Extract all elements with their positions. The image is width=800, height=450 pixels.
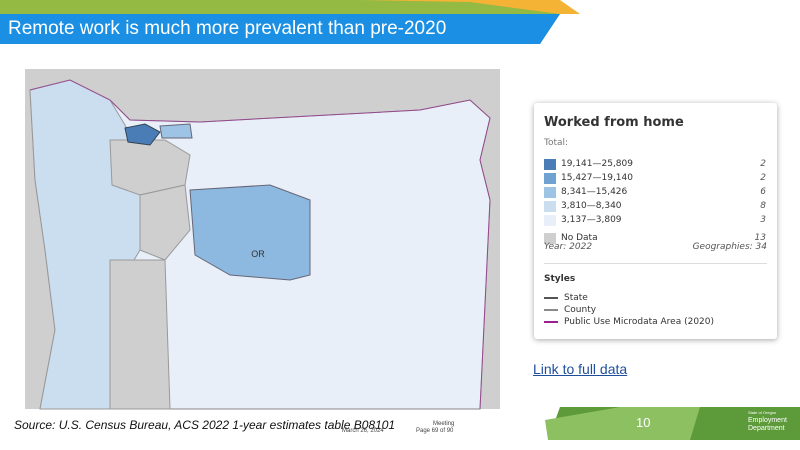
footer-meeting: Meeting bbox=[433, 421, 455, 427]
slide-title: Remote work is much more prevalent than … bbox=[8, 18, 447, 39]
style-label: County bbox=[564, 305, 597, 315]
style-line bbox=[544, 308, 558, 311]
legend-year: Year: 2022 bbox=[544, 242, 593, 252]
metro-east bbox=[159, 123, 193, 139]
legend-label: 8,341—15,426 bbox=[561, 187, 628, 197]
style-row: Public Use Microdata Area (2020) bbox=[544, 317, 714, 327]
legend-label: 15,427—19,140 bbox=[561, 173, 633, 183]
banner bbox=[0, 14, 560, 44]
legend-swatch bbox=[544, 201, 556, 212]
logo: State of Oregon Employment Department bbox=[748, 409, 787, 433]
logo-line: Department bbox=[748, 425, 785, 432]
legend-label: No Data bbox=[561, 233, 598, 243]
source-note: Source: U.S. Census Bureau, ACS 2022 1-y… bbox=[14, 418, 396, 432]
central-region bbox=[189, 184, 311, 281]
legend-total: Total: bbox=[544, 138, 569, 148]
legend-card: Worked from home Total: 19,141—25,809 2 15… bbox=[534, 103, 777, 339]
legend-count: 8 bbox=[760, 201, 766, 211]
styles-title: Styles bbox=[544, 274, 576, 284]
style-row: County bbox=[544, 305, 596, 315]
legend-swatch bbox=[544, 187, 556, 198]
legend-swatch bbox=[544, 159, 556, 170]
style-line bbox=[544, 320, 558, 323]
legend-title: Worked from home bbox=[544, 115, 684, 130]
legend-swatch bbox=[544, 173, 556, 184]
style-row: State bbox=[544, 293, 588, 303]
legend-row: 3,810—8,340 8 bbox=[544, 201, 766, 213]
legend-label: 3,137—3,809 bbox=[561, 215, 622, 225]
legend-count: 2 bbox=[760, 159, 766, 169]
data-link[interactable]: Link to full data bbox=[533, 361, 628, 377]
south-nodata bbox=[109, 259, 171, 410]
legend-count: 13 bbox=[754, 233, 766, 243]
legend-label: 3,810—8,340 bbox=[561, 201, 622, 211]
legend-count: 3 bbox=[760, 215, 766, 225]
style-label: State bbox=[564, 293, 588, 303]
footer-date: March 26, 2024 bbox=[342, 428, 384, 434]
legend-row: No Data 13 bbox=[544, 233, 766, 245]
legend-swatch bbox=[544, 215, 556, 226]
style-line bbox=[544, 296, 558, 299]
legend-label: 19,141—25,809 bbox=[561, 159, 633, 169]
valley-nodata bbox=[139, 184, 191, 261]
map: OR bbox=[25, 69, 500, 410]
style-label: Public Use Microdata Area (2020) bbox=[564, 317, 715, 327]
state-label: OR bbox=[251, 249, 265, 259]
legend-row: 8,341—15,426 6 bbox=[544, 187, 766, 199]
legend-row: 19,141—25,809 2 bbox=[544, 159, 766, 171]
logo-line: Employment bbox=[748, 417, 787, 424]
legend-count: 2 bbox=[760, 173, 766, 183]
legend-row: 15,427—19,140 2 bbox=[544, 173, 766, 185]
legend-swatch bbox=[544, 233, 556, 244]
page-number: 10 bbox=[636, 415, 651, 430]
footer-band-light bbox=[545, 407, 700, 440]
legend-geographies: Geographies: 34 bbox=[692, 242, 767, 252]
legend-row: 3,137—3,809 3 bbox=[544, 215, 766, 227]
metro-region bbox=[124, 123, 161, 146]
puma-border bbox=[29, 79, 491, 410]
logo-line: State of Oregon bbox=[748, 410, 777, 415]
legend-count: 6 bbox=[760, 187, 766, 197]
divider bbox=[544, 263, 767, 264]
footer-page: Page 69 of 90 bbox=[416, 428, 454, 434]
